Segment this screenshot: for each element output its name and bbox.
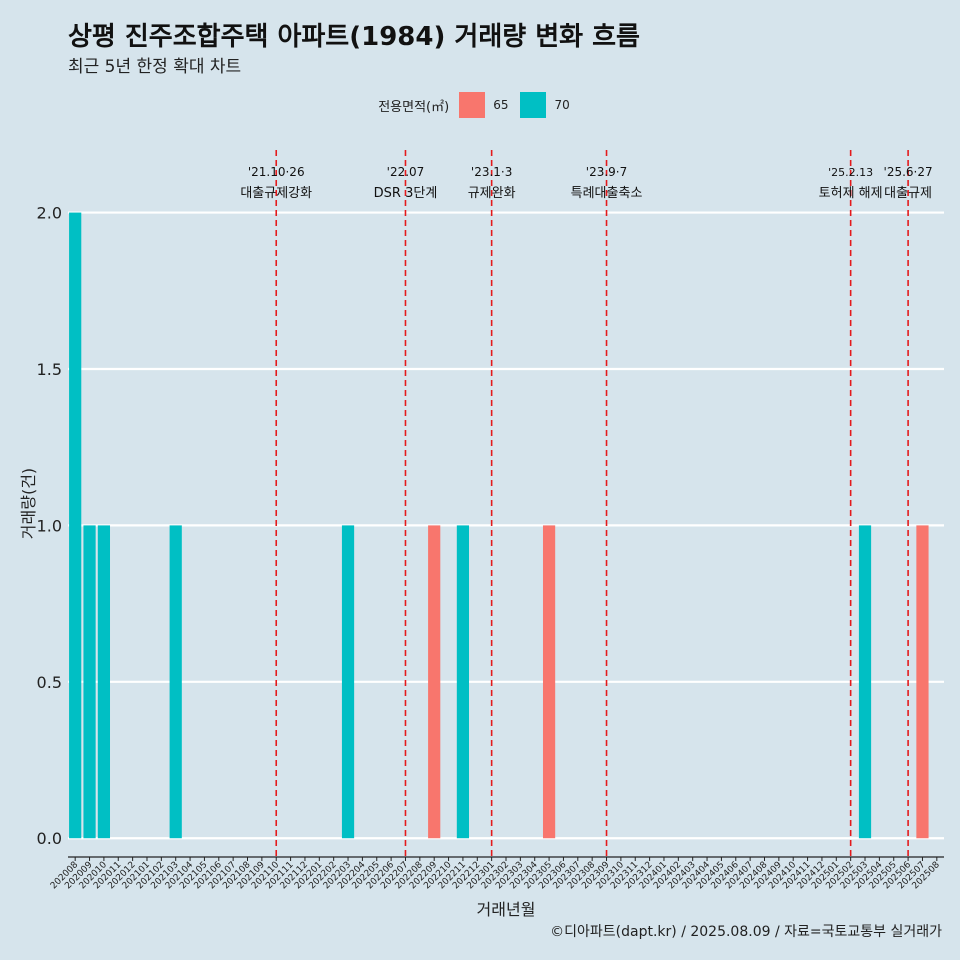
legend-key-65: [459, 92, 486, 118]
annotation-date-3: '23.9·7: [586, 165, 627, 179]
bar-70-202103: [169, 525, 182, 839]
y-tick-label-2: 1.0: [37, 516, 62, 535]
annotation-label-2: 규제완화: [468, 186, 516, 201]
annotation-label-3: 특례대출축소: [571, 186, 643, 201]
caption: ©디아파트(dapt.kr) / 2025.08.09 / 자료=국토교통부 실…: [550, 924, 942, 940]
bar-70-202211: [456, 525, 470, 839]
bar-65-202305: [542, 525, 556, 839]
legend-title: 전용면적(㎡): [378, 99, 450, 115]
bar-70-202010: [97, 525, 111, 839]
y-axis-title: 거래량(건): [19, 468, 38, 539]
annotation-label-4: 토허제 해제: [819, 186, 883, 201]
annotation-date-0: '21.10·26: [248, 165, 305, 179]
annotation-date-4: '25.2.13: [828, 166, 873, 179]
legend-label-65: 65: [493, 98, 509, 112]
legend-key-70: [520, 92, 547, 118]
bar-65-202507: [916, 525, 929, 839]
annotation-label-1: DSR 3단계: [374, 186, 438, 201]
bar-70-202203: [341, 525, 355, 839]
bar-70-202009: [83, 525, 96, 839]
legend: 전용면적(㎡) 65 70: [0, 92, 960, 118]
bar-65-202209: [428, 525, 441, 839]
y-tick-label-0: 0.0: [37, 829, 62, 848]
bar-70-202503: [858, 525, 872, 839]
annotation-label-5: 대출규제: [884, 186, 932, 201]
annotation-label-0: 대출규제강화: [240, 186, 312, 201]
x-axis-title: 거래년월: [477, 900, 536, 919]
bar-70-202008: [69, 212, 82, 839]
y-tick-label-1: 0.5: [37, 673, 62, 692]
annotation-date-2: '23.1·3: [471, 165, 512, 179]
y-tick-label-3: 1.5: [37, 360, 62, 379]
chart-subtitle: 최근 5년 한정 확대 차트: [68, 57, 242, 77]
annotation-date-5: '25.6·27: [884, 165, 933, 179]
annotation-date-1: '22.07: [387, 165, 425, 179]
legend-label-70: 70: [554, 98, 570, 112]
y-tick-label-4: 2.0: [37, 204, 62, 223]
chart-title: 상평 진주조합주택 아파트(1984) 거래량 변화 흐름: [68, 22, 640, 52]
